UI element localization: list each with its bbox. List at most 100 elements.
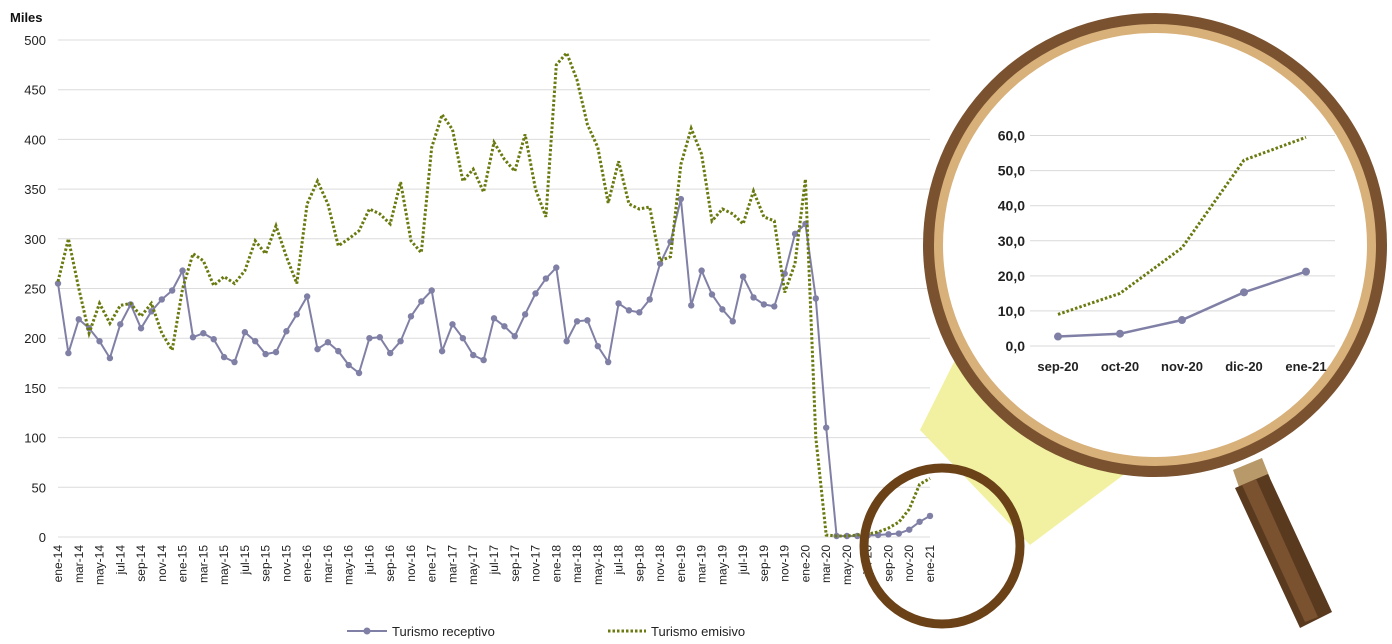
main-x-tick-label: ene-16 — [300, 545, 314, 583]
main-x-tick-label: mar-16 — [321, 545, 335, 583]
legend-label-receptivo: Turismo receptivo — [392, 624, 495, 639]
data-point-receptivo — [449, 321, 456, 328]
main-x-tick-label: jul-19 — [736, 545, 750, 576]
data-point-receptivo — [241, 329, 249, 336]
main-x-tick-label: nov-19 — [778, 545, 792, 582]
main-y-tick-labels: 0 50 100 150 200 250 300 350 400 450 500 — [24, 33, 46, 545]
main-x-tick-label: sep-19 — [757, 545, 771, 582]
data-point-receptivo — [926, 512, 934, 520]
series-line-receptivo — [57, 198, 931, 537]
main-y-tick-label: 450 — [24, 83, 46, 98]
data-point-receptivo — [698, 267, 705, 274]
main-y-tick-label: 400 — [24, 132, 46, 147]
data-point-receptivo — [314, 345, 321, 353]
series-line-emisivo — [56, 50, 931, 538]
main-x-tick-label: sep-15 — [259, 545, 273, 582]
inset-y-tick-label: 0,0 — [1006, 338, 1026, 354]
data-point-receptivo — [386, 349, 394, 357]
main-x-tick-label: jul-17 — [487, 545, 501, 576]
data-point-receptivo — [158, 296, 166, 303]
main-x-tick-label: jul-14 — [113, 545, 127, 576]
main-x-tick-label: jul-15 — [238, 545, 252, 576]
main-x-tick-label: sep-17 — [508, 545, 522, 582]
main-x-tick-label: jul-18 — [612, 545, 626, 576]
data-point-receptivo — [573, 318, 581, 325]
data-point-receptivo — [490, 315, 498, 322]
data-point-receptivo — [345, 361, 352, 369]
data-point-receptivo — [739, 273, 747, 280]
data-point-receptivo — [636, 309, 643, 316]
data-point-receptivo — [407, 313, 415, 320]
inset-y-tick-label: 30,0 — [998, 233, 1025, 249]
inset-y-tick-label: 50,0 — [998, 163, 1025, 179]
data-point-receptivo — [656, 260, 664, 267]
data-point-receptivo — [75, 316, 82, 323]
inset-gridlines — [1030, 135, 1335, 347]
legend-label-emisivo: Turismo emisivo — [651, 624, 745, 639]
data-point-receptivo — [428, 287, 435, 294]
inset-x-tick-labels: sep-20 oct-20 nov-20 dic-20 ene-21 — [1037, 359, 1326, 374]
data-point-receptivo — [708, 291, 716, 298]
data-point-receptivo — [189, 334, 197, 341]
data-point-receptivo — [501, 323, 508, 330]
data-point-receptivo — [262, 350, 269, 358]
main-x-tick-label: ene-15 — [176, 545, 190, 583]
data-point-receptivo — [750, 294, 757, 301]
main-x-tick-label: may-19 — [715, 545, 729, 585]
main-x-tick-label: sep-16 — [383, 545, 397, 582]
main-x-tick-label: mar-18 — [570, 545, 584, 583]
data-point-receptivo — [117, 321, 124, 328]
main-y-tick-label: 150 — [24, 381, 46, 396]
main-x-tick-label: may-14 — [93, 545, 107, 585]
main-x-tick-label: may-18 — [591, 545, 605, 585]
main-y-tick-label: 500 — [24, 33, 46, 48]
data-point-receptivo — [594, 342, 602, 350]
data-point-receptivo — [366, 335, 373, 342]
main-x-tick-label: nov-16 — [404, 545, 418, 582]
inset-y-tick-label: 60,0 — [998, 128, 1025, 144]
data-point-receptivo — [210, 335, 217, 343]
main-x-tick-label: mar-17 — [445, 545, 459, 583]
data-point-receptivo — [459, 335, 467, 342]
main-series — [54, 50, 934, 540]
zoom-circle — [859, 463, 1025, 629]
main-x-tick-label: jul-16 — [362, 545, 376, 576]
data-point-receptivo — [760, 301, 768, 308]
data-point-receptivo — [563, 337, 570, 345]
data-point-receptivo — [511, 333, 518, 340]
magnifier-lens — [943, 33, 1367, 457]
data-point-receptivo — [252, 337, 259, 345]
data-point-receptivo — [335, 347, 342, 355]
data-point-receptivo — [54, 280, 62, 287]
inset-x-tick-label: nov-20 — [1161, 359, 1203, 374]
data-point-receptivo — [324, 338, 332, 346]
main-y-tick-label: 50 — [32, 480, 46, 495]
inset-series — [1054, 135, 1310, 341]
data-point-receptivo — [96, 337, 103, 345]
data-point-receptivo — [688, 302, 695, 309]
main-x-tick-label: ene-19 — [674, 545, 688, 583]
main-x-tick-label: ene-20 — [798, 545, 812, 583]
main-gridlines — [58, 39, 930, 538]
legend: Turismo receptivo Turismo emisivo — [347, 624, 745, 639]
inset-y-tick-labels: 0,0 10,0 20,0 30,0 40,0 50,0 60,0 — [998, 128, 1025, 354]
inset-y-tick-label: 20,0 — [998, 268, 1025, 284]
inset-line-emisivo — [1057, 135, 1307, 316]
main-x-tick-label: may-17 — [466, 545, 480, 585]
data-point-receptivo — [283, 328, 290, 335]
main-y-tick-label: 300 — [24, 232, 46, 247]
main-x-tick-label: ene-17 — [425, 545, 439, 583]
inset-x-tick-label: dic-20 — [1225, 359, 1263, 374]
data-point-receptivo — [895, 530, 903, 537]
legend-marker-receptivo — [363, 627, 371, 635]
main-x-tick-label: ene-14 — [51, 545, 65, 583]
main-chart: Miles 0 50 100 150 200 250 300 350 400 450 500 ene… — [10, 10, 937, 585]
main-x-tick-label: sep-18 — [632, 545, 646, 582]
data-point-receptivo — [438, 347, 446, 355]
data-point-receptivo — [625, 307, 633, 314]
data-point-receptivo — [418, 298, 425, 305]
main-x-tick-label: ene-21 — [923, 545, 937, 583]
main-x-tick-label: mar-19 — [695, 545, 709, 583]
data-point-receptivo — [771, 303, 778, 310]
